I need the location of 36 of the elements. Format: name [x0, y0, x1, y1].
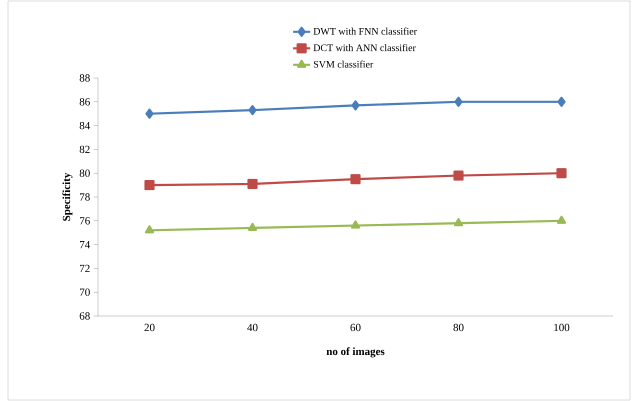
point: [248, 222, 258, 232]
point: [248, 105, 257, 116]
point: [556, 216, 566, 224]
x-axis-title: no of images: [326, 347, 384, 358]
y-axis-title: Specificity: [62, 172, 72, 221]
legend-label: DWT with FNN classifier: [314, 28, 417, 35]
y-tick-label: 84: [80, 122, 90, 130]
y-tick-label: 82: [80, 146, 90, 154]
y-tick-label: 76: [80, 217, 90, 224]
x-tick-label: 60: [350, 324, 361, 332]
legend-label: SVM classifier: [314, 60, 374, 68]
x-tick-label: 40: [247, 324, 258, 332]
y-tick-label: 78: [80, 193, 90, 201]
y-tick-label: 88: [80, 74, 90, 82]
point: [557, 96, 566, 107]
y-tick-label: 74: [80, 241, 90, 248]
point: [350, 174, 361, 184]
y-tick-label: 80: [80, 170, 90, 177]
point: [145, 108, 154, 119]
point: [144, 180, 155, 190]
point: [453, 170, 464, 181]
point: [454, 96, 463, 107]
x-tick-label: 80: [453, 324, 464, 332]
point: [247, 178, 258, 189]
y-tick-label: 86: [80, 98, 90, 106]
x-tick-label: 100: [554, 324, 570, 332]
y-tick-label: 70: [80, 288, 90, 296]
y-tick-label: 68: [80, 312, 90, 320]
point: [556, 168, 567, 178]
point: [350, 220, 360, 229]
x-tick-label: 20: [144, 324, 155, 332]
y-tick-label: 72: [80, 264, 90, 272]
point: [351, 100, 360, 110]
point: [144, 225, 154, 234]
point: [454, 218, 464, 226]
legend-label: DCT with ANN classifier: [314, 44, 416, 52]
